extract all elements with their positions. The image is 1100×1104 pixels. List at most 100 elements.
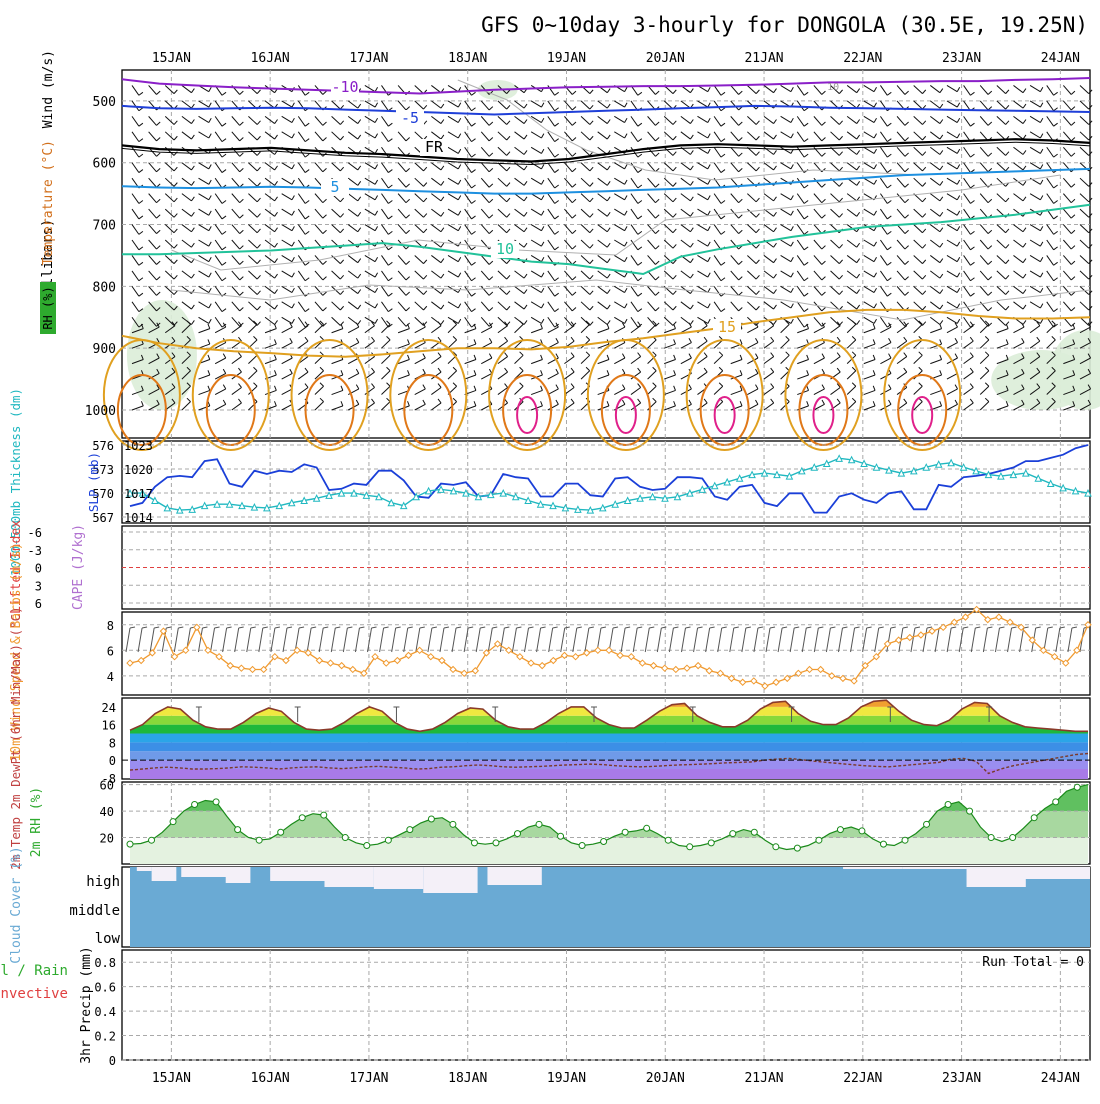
wind-barb	[996, 270, 1006, 280]
wind-barb-flag	[1088, 305, 1093, 311]
wind-barb	[713, 193, 722, 204]
wind-barb	[830, 115, 840, 125]
wind-barb	[1046, 370, 1056, 380]
wind-barb	[863, 316, 875, 324]
wind-barb-flag	[156, 137, 161, 142]
wind-barb	[597, 389, 610, 396]
wind-barb-flag	[970, 246, 975, 251]
wind-barb-10m-flag	[431, 626, 437, 629]
wind-barb-flag	[488, 353, 493, 359]
wind-barb-flag	[904, 214, 909, 219]
wind-barb	[647, 193, 656, 204]
thickness-marker	[785, 471, 794, 480]
wind-barb-flag	[1005, 354, 1009, 360]
wind-barb-flag	[672, 259, 677, 264]
wind-barb-flag	[422, 399, 426, 405]
wind-barb-10m	[451, 627, 457, 653]
wind-barb	[597, 224, 608, 233]
wind-barb	[713, 224, 722, 235]
wind-barb	[664, 328, 676, 334]
wind-barb-flag	[138, 308, 144, 313]
wind-speed-marker	[872, 652, 881, 661]
wind-barb	[1062, 100, 1072, 111]
wind-barb-flag	[171, 336, 176, 342]
wind-barb-flag	[624, 303, 628, 309]
wind-barb	[364, 146, 376, 154]
wind-barb-flag	[471, 230, 476, 235]
wind-barb-flag	[304, 169, 310, 173]
wind-barb-flag	[707, 257, 711, 262]
wind-barb-10m-flag	[625, 626, 631, 629]
wind-barb-flag	[773, 227, 777, 233]
wind-barb-flag	[452, 397, 457, 403]
wind-barb	[547, 403, 559, 411]
wind-barb-10m-flag	[395, 626, 401, 629]
wind-barb-flag	[956, 133, 961, 139]
wind-barb-flag	[755, 384, 759, 390]
wind-barb-flag	[238, 321, 242, 326]
wind-barb-flag	[589, 197, 594, 203]
wind-barb	[747, 162, 757, 172]
wind-barb	[164, 402, 176, 411]
wind-barb	[381, 208, 389, 220]
wind-barb	[863, 389, 876, 396]
wind-barb-flag	[1022, 273, 1027, 279]
wind-barb	[863, 100, 875, 108]
wind-barb	[480, 286, 490, 296]
wind-barb	[281, 326, 293, 334]
wind-barb-10m	[306, 627, 312, 653]
wind-barb	[131, 405, 144, 411]
wind-barb	[680, 100, 691, 109]
wind-barb-flag	[785, 320, 790, 325]
wind-barb-flag	[388, 308, 393, 313]
wind-barb-flag	[322, 260, 327, 265]
wind-barb-flag	[739, 354, 743, 360]
wind-barb	[647, 385, 657, 395]
wind-barb-flag	[688, 384, 692, 390]
wind-barb-flag	[570, 367, 575, 373]
thickness-marker	[686, 488, 694, 497]
wind-barb	[464, 255, 472, 266]
wind-barb	[148, 301, 157, 312]
wind-barb-flag	[554, 91, 559, 96]
wind-barb-flag	[690, 134, 694, 140]
wind-barb-flag	[191, 196, 195, 202]
wind-barb	[730, 131, 739, 142]
wind-speed-marker	[371, 652, 379, 661]
wind-barb-flag	[423, 259, 428, 264]
wind-barb	[963, 316, 971, 328]
wind-barb-flag	[589, 305, 594, 311]
wind-barb-flag	[904, 260, 909, 265]
wind-barb	[214, 224, 223, 235]
wind-barb	[1029, 255, 1041, 263]
wind-barb-flag	[374, 179, 379, 185]
wind-barb	[1079, 316, 1090, 326]
wind-barb-flag	[637, 261, 643, 266]
thickness-marker	[760, 469, 769, 477]
wind-barb-flag	[755, 259, 760, 264]
wind-barb	[480, 301, 490, 312]
wind-barb-flag	[471, 184, 476, 189]
wind-barb-flag	[304, 383, 309, 388]
wind-barb-flag	[888, 353, 892, 359]
wind-barb-flag	[738, 276, 743, 281]
wind-barb	[464, 286, 472, 297]
rh2m-marker	[126, 840, 134, 848]
wind-barb	[397, 224, 407, 234]
wind-barb	[231, 301, 241, 312]
thickness-marker	[350, 488, 358, 497]
wind-barb	[231, 177, 241, 188]
thickness-marker	[287, 498, 296, 507]
wind-speed-marker	[727, 674, 736, 683]
wind-barb	[664, 359, 676, 365]
wind-barb	[713, 385, 724, 395]
wind-barb	[381, 239, 389, 251]
thickness-marker	[1021, 469, 1030, 477]
wind-barb	[747, 224, 757, 234]
wind-barb	[564, 100, 573, 111]
wind-barb	[913, 385, 923, 395]
cloud-gap	[225, 867, 251, 883]
wind-barb	[514, 354, 524, 364]
wind-barb-flag	[718, 351, 724, 356]
wind-barb-flag	[873, 148, 877, 154]
